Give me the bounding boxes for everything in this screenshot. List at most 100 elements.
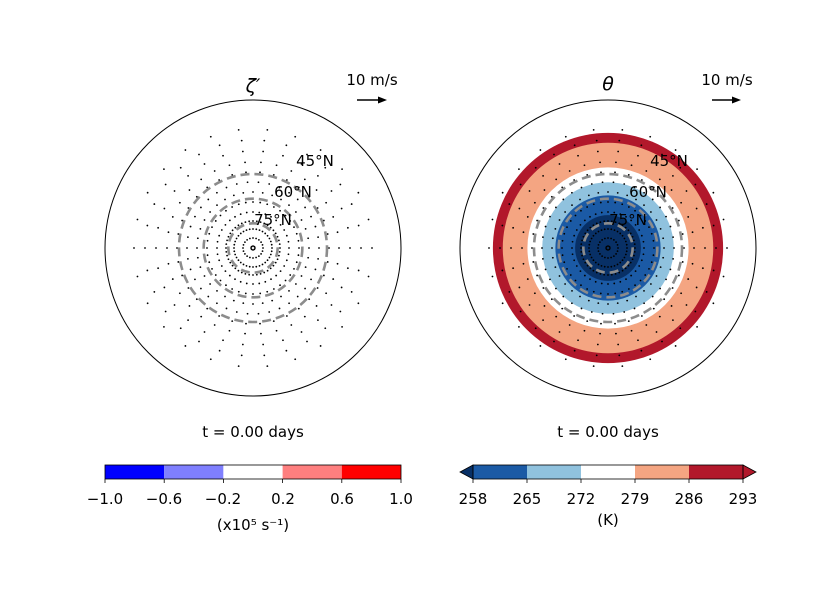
wind-vector-dot xyxy=(642,253,645,256)
wind-vector-dot xyxy=(618,354,621,357)
wind-vector-dot xyxy=(533,292,536,295)
arrow-key-icon xyxy=(712,96,741,104)
wind-vector-dot xyxy=(187,236,189,239)
wind-vector-dot xyxy=(317,175,319,177)
wind-vector-dot xyxy=(224,223,227,226)
wind-vector-dot xyxy=(272,229,275,232)
wind-vector-dot xyxy=(253,245,256,248)
wind-vector-dot xyxy=(173,304,176,306)
wind-vector-dot xyxy=(623,256,626,259)
lat-label-60: 60°N xyxy=(274,183,312,201)
wind-vector-dot xyxy=(285,179,288,181)
wind-vector-dot xyxy=(261,191,264,194)
wind-vector-dot xyxy=(640,259,643,262)
wind-vector-dot xyxy=(655,275,658,277)
wind-vector-dot xyxy=(508,291,511,293)
wind-vector-dot xyxy=(553,153,555,156)
wind-vector-dot xyxy=(670,305,673,307)
wind-vector-dot xyxy=(580,250,583,253)
wind-vector-dot xyxy=(350,203,353,205)
wind-vector-dot xyxy=(563,261,566,264)
wind-vector-dot xyxy=(637,339,639,342)
wind-vector-dot xyxy=(233,243,236,246)
wind-vector-dot xyxy=(491,275,494,278)
wind-vector-dot xyxy=(231,320,234,322)
wind-vector-dot xyxy=(244,273,247,275)
wind-vector-dot xyxy=(639,214,642,217)
wind-vector-dot xyxy=(528,304,531,306)
wind-vector-dot xyxy=(332,216,335,218)
wind-vector-dot xyxy=(287,253,290,256)
wind-vector-dot xyxy=(228,219,231,222)
wind-vector-dot xyxy=(350,291,353,293)
wind-vector-dot xyxy=(278,254,280,257)
latitude-circle xyxy=(557,197,659,299)
wind-vector-dot xyxy=(269,253,272,256)
wind-vector-dot xyxy=(266,259,269,262)
wind-vector-dot xyxy=(605,248,608,251)
colorbar-label: (K) xyxy=(597,511,619,529)
wind-vector-dot xyxy=(630,274,633,277)
wind-vector-dot xyxy=(272,174,275,176)
wind-vector-dot xyxy=(136,275,139,278)
wind-vector-dot xyxy=(336,262,339,265)
wind-vector-dot xyxy=(235,183,238,185)
wind-vector-dot xyxy=(561,247,563,249)
wind-vector-dot xyxy=(266,234,269,237)
wind-vector-dot xyxy=(285,259,288,262)
wind-vector-dot xyxy=(659,287,661,290)
wind-vector-dot xyxy=(726,247,728,249)
colorbar-extend-min xyxy=(459,464,474,480)
wind-vector-dot xyxy=(234,215,236,218)
wind-vector-dot xyxy=(580,284,582,287)
wind-vector-dot xyxy=(639,279,642,282)
wind-vector-dot xyxy=(371,247,373,249)
wind-vector-dot xyxy=(566,226,568,229)
arrow-key-label: 10 m/s xyxy=(346,71,398,89)
wind-vector-dot xyxy=(264,280,267,283)
wind-vector-dot xyxy=(643,191,645,194)
wind-vector-dot xyxy=(177,233,180,235)
wind-vector-dot xyxy=(295,211,297,213)
wind-vector-dot xyxy=(258,211,261,214)
wind-vector-dot xyxy=(234,267,237,270)
colorbar-tick: −1.0 xyxy=(87,490,123,508)
wind-vector-dot xyxy=(163,286,166,289)
wind-vector-dot xyxy=(599,201,602,204)
wind-vector-dot xyxy=(207,295,210,298)
wind-vector-dot xyxy=(626,194,629,197)
wind-vector-dot xyxy=(670,189,673,191)
wind-vector-dot xyxy=(252,201,254,203)
wind-vector-dot xyxy=(272,264,275,267)
wind-vector-dot xyxy=(672,319,674,321)
wind-vector-dot xyxy=(640,234,643,237)
wind-vector-dot xyxy=(614,171,616,174)
wind-vector-dot xyxy=(687,216,690,218)
wind-vector-dot xyxy=(539,149,542,151)
wind-vector-dot xyxy=(187,207,190,209)
wind-vector-dot xyxy=(633,239,635,242)
wind-vector-dot xyxy=(536,219,539,222)
wind-vector-dot xyxy=(219,214,222,217)
wind-vector-dot xyxy=(635,198,637,201)
wind-vector-dot xyxy=(308,247,310,249)
wind-vector-dot xyxy=(297,254,300,257)
wind-vector-dot xyxy=(290,324,293,326)
wind-vector-dot xyxy=(612,181,615,184)
wind-vector-dot xyxy=(231,174,234,176)
wind-vector-dot xyxy=(295,232,298,235)
wind-vector-dot xyxy=(339,310,342,313)
wind-vector-dot xyxy=(655,331,658,333)
wind-vector-dot xyxy=(542,207,545,209)
wind-vector-dot xyxy=(691,262,694,265)
wind-vector-dot xyxy=(157,226,160,229)
wind-vector-dot xyxy=(621,203,624,206)
wind-vector-dot xyxy=(218,259,221,262)
wind-vector-dot xyxy=(268,237,271,240)
wind-vector-dot xyxy=(298,247,300,249)
wind-vector-dot xyxy=(242,230,245,233)
wind-vector-dot xyxy=(512,226,515,229)
wind-vector-dot xyxy=(563,232,566,235)
wind-vector-dot xyxy=(501,224,504,227)
wind-vector-dot xyxy=(241,150,244,153)
